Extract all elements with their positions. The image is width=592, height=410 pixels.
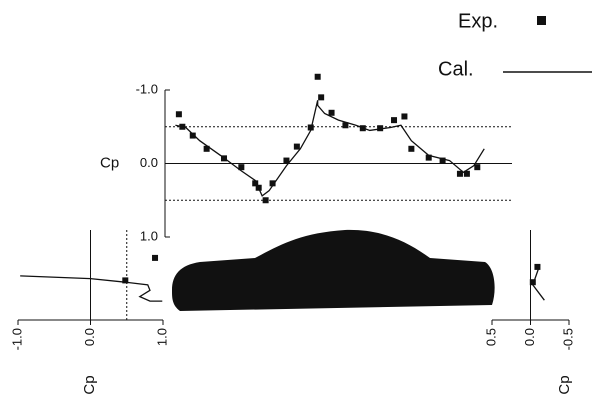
car-silhouette [172, 229, 495, 311]
legend-label: Exp. [458, 10, 498, 32]
x-axis-label: Cp [81, 375, 98, 394]
exp-marker [252, 180, 259, 187]
y-tick-label: 0.0 [140, 155, 158, 170]
y-tick-label: 1.0 [140, 228, 158, 243]
exp-marker [238, 164, 245, 171]
exp-marker [529, 279, 536, 286]
exp-marker [463, 170, 470, 177]
exp-marker [189, 132, 196, 139]
exp-marker [391, 117, 398, 124]
exp-marker [318, 94, 325, 101]
exp-marker [122, 277, 129, 284]
x-tick-label: 0.0 [82, 328, 97, 346]
exp-marker [401, 113, 408, 120]
exp-marker [474, 164, 481, 171]
x-tick-label: -1.0 [9, 328, 24, 350]
x-tick-label: 0.0 [522, 328, 537, 346]
exp-marker [175, 111, 182, 118]
exp-marker [269, 180, 276, 187]
legend-marker [537, 16, 546, 25]
x-tick-label: 0.5 [483, 328, 498, 346]
exp-marker [456, 170, 463, 177]
x-axis-label: Cp [556, 375, 573, 394]
exp-marker [342, 122, 349, 129]
x-tick-label: 1.0 [154, 328, 169, 346]
exp-marker [283, 157, 290, 164]
cal-line [20, 275, 163, 302]
exp-marker [408, 145, 415, 152]
exp-marker [377, 125, 384, 132]
exp-marker [262, 197, 269, 204]
cal-line [532, 264, 545, 301]
exp-marker [203, 145, 210, 152]
exp-marker [425, 154, 432, 161]
exp-marker [307, 124, 314, 131]
exp-marker [439, 157, 446, 164]
exp-marker [293, 143, 300, 150]
y-tick-label: -1.0 [136, 81, 158, 96]
exp-marker [314, 73, 321, 80]
exp-marker [328, 109, 335, 116]
legend-label: Cal. [438, 58, 474, 80]
cal-line [175, 100, 485, 197]
x-tick-label: -0.5 [560, 328, 575, 350]
y-axis-label: Cp [100, 154, 119, 171]
exp-marker [534, 263, 541, 270]
exp-marker [152, 254, 159, 261]
